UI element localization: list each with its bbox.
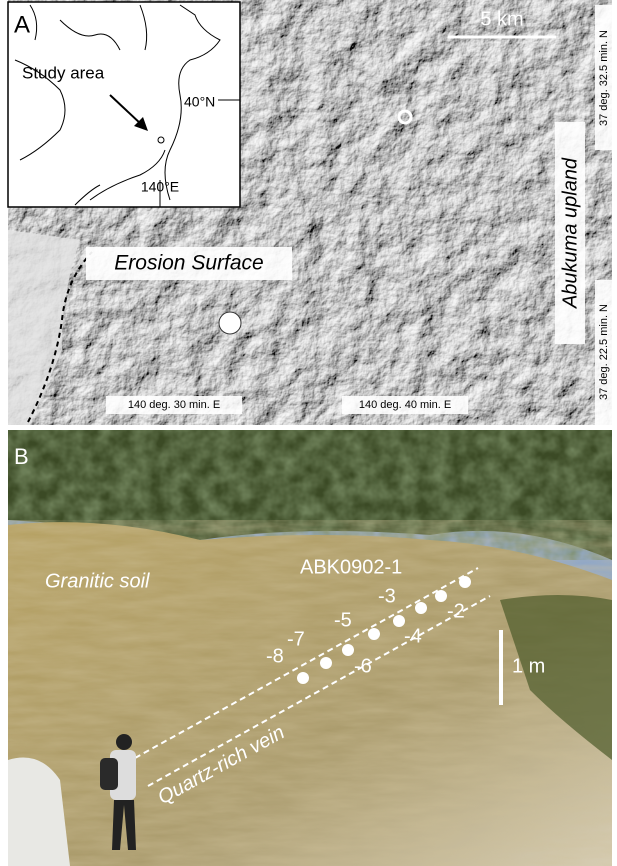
sample-label: -2 — [447, 600, 465, 622]
lat-label: 37 deg. 32.5 min. N — [598, 30, 610, 126]
lat-label: 37 deg. 22.5 min. N — [598, 304, 610, 400]
sample-label: -8 — [266, 645, 284, 667]
sample-label: -5 — [334, 609, 352, 631]
panel-label: A — [14, 11, 30, 38]
scale-label: 5 km — [480, 8, 523, 30]
lon-label: 140 deg. 30 min. E — [128, 399, 220, 411]
sample-point — [368, 628, 380, 640]
sample-label: -4 — [404, 625, 422, 647]
backpack — [100, 758, 118, 790]
inset-lat: 40°N — [184, 94, 215, 110]
sample-label: -3 — [378, 585, 396, 607]
scale-label: 1 m — [512, 655, 545, 677]
site-marker — [219, 312, 241, 334]
sample-label: -7 — [287, 628, 305, 650]
sample-point — [342, 644, 354, 656]
panel-b: 1 m B Granitic soil ABK0902-1 Quartz-ric… — [8, 430, 612, 866]
inset-lon: 140°E — [141, 179, 179, 195]
lon-label: 140 deg. 40 min. E — [359, 399, 451, 411]
panel-label: B — [14, 444, 29, 469]
sample-label: -6 — [354, 655, 372, 677]
person-head — [116, 734, 132, 750]
soil-label: Granitic soil — [45, 570, 150, 592]
erosion-surface-label: Erosion Surface — [114, 252, 263, 275]
upland-label: Abukuma upland — [559, 157, 581, 309]
panel-a: A Study area 40°N 140°E 5 km Erosion Sur… — [8, 0, 612, 425]
sample-point — [459, 576, 471, 588]
sample-point — [320, 657, 332, 669]
sample-id: ABK0902-1 — [300, 556, 402, 578]
sample-point — [297, 672, 309, 684]
sample-point — [415, 602, 427, 614]
inset-label: Study area — [22, 63, 105, 82]
sample-point — [435, 590, 447, 602]
figure: A Study area 40°N 140°E 5 km Erosion Sur… — [0, 0, 617, 866]
study-site — [158, 137, 164, 143]
